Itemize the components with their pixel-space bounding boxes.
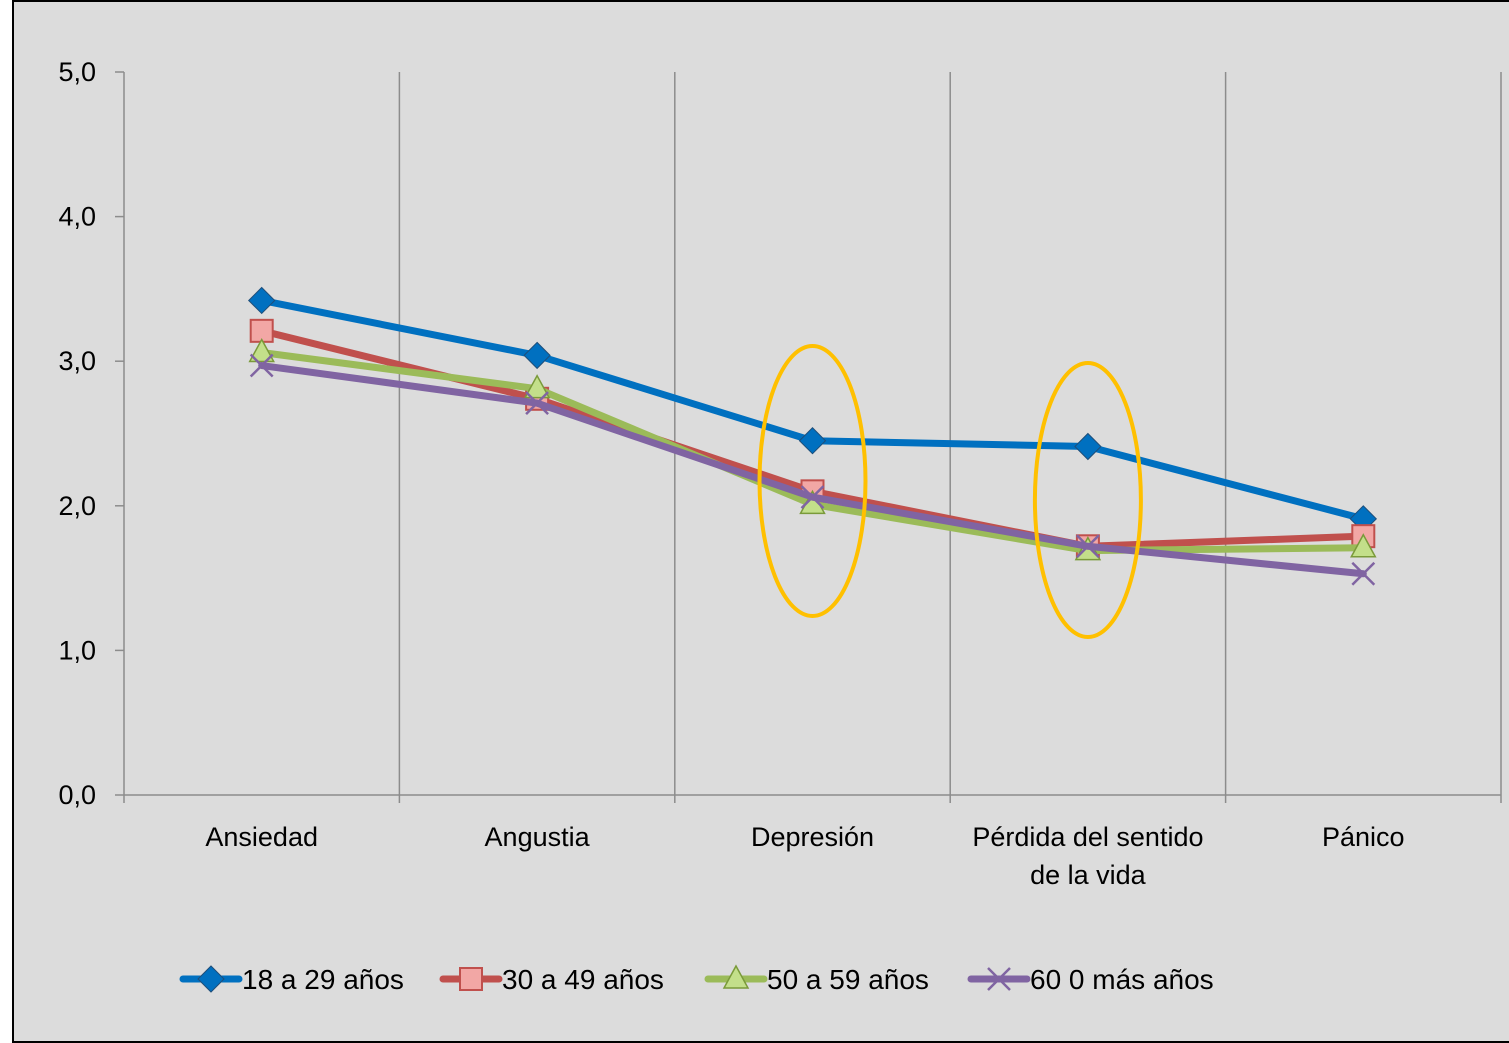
x-tick-label: Pérdida del sentido: [972, 822, 1203, 852]
x-tick-label: Pánico: [1322, 822, 1405, 852]
legend-marker-30-a-49-años: [459, 967, 483, 991]
data-point-60-0-más-años: [1076, 534, 1100, 559]
data-point-60-0-más-años: [249, 353, 274, 378]
data-point-50-a-59-años: [523, 374, 551, 399]
y-tick-label: 1,0: [58, 635, 96, 665]
y-tick-label: 5,0: [58, 57, 96, 87]
data-point-18-a-29-años: [798, 427, 827, 455]
data-point-60-0-más-años: [1351, 561, 1376, 586]
data-point-60-0-más-años: [800, 485, 825, 510]
legend-label: 50 a 59 años: [767, 964, 929, 995]
x-tick-label: Angustia: [485, 822, 591, 852]
y-tick-label: 2,0: [58, 491, 96, 521]
data-point-18-a-29-años: [1074, 432, 1102, 461]
data-point-18-a-29-años: [523, 341, 551, 370]
x-tick-label: de la vida: [1030, 860, 1147, 890]
x-tick-label: Ansiedad: [205, 822, 318, 852]
legend-label: 18 a 29 años: [242, 964, 404, 995]
legend-label: 30 a 49 años: [502, 964, 664, 995]
data-point-50-a-59-años: [1350, 533, 1377, 558]
y-tick-label: 4,0: [58, 202, 96, 232]
legend-label: 60 0 más años: [1030, 964, 1214, 995]
data-point-60-0-más-años: [525, 391, 549, 416]
legend-marker-18-a-29-años: [197, 965, 225, 993]
legend-marker-50-a-59-años: [722, 964, 750, 989]
data-point-18-a-29-años: [247, 286, 276, 315]
highlight-ellipse: [757, 344, 868, 618]
legend-marker-60-0-más-años: [987, 967, 1011, 991]
y-tick-label: 3,0: [58, 346, 96, 376]
data-point-50-a-59-años: [248, 337, 275, 363]
y-tick-label: 0,0: [58, 780, 96, 810]
highlight-ellipse: [1032, 361, 1143, 639]
x-tick-label: Depresión: [751, 822, 874, 852]
